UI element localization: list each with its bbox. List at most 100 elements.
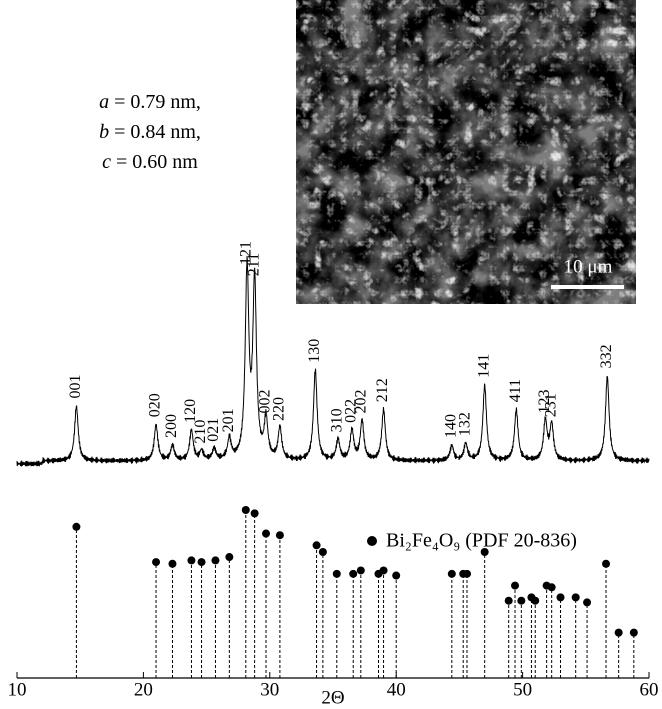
reference-stick	[187, 556, 195, 678]
reference-stick	[531, 597, 539, 678]
legend-label: Bi₂Fe₄O₉ (PDF 20-836)	[386, 530, 577, 552]
xrd-peak	[116, 424, 164, 464]
peak-label: 141	[475, 354, 492, 378]
xrd-peak	[196, 449, 207, 459]
x-tick-label: 10	[8, 679, 27, 700]
reference-stick	[313, 541, 321, 678]
stick-dot	[349, 570, 357, 578]
xrd-peak	[238, 256, 251, 446]
peak-label: 001	[67, 374, 84, 398]
reference-stick	[630, 629, 638, 678]
stick-dot	[276, 531, 284, 539]
reference-stick	[72, 523, 80, 678]
stick-dot	[583, 598, 591, 606]
reference-stick	[198, 558, 206, 678]
x-tick-label: 60	[640, 679, 659, 700]
xrd-peak	[357, 418, 373, 459]
peak-label: 202	[353, 390, 370, 414]
peak-label: 200	[163, 414, 180, 438]
reference-stick	[543, 582, 551, 678]
lattice-symbol: c	[102, 151, 111, 173]
x-tick-label: 40	[387, 679, 406, 700]
reference-stick	[333, 570, 341, 678]
reference-stick	[251, 509, 259, 678]
reference-stick	[448, 570, 456, 678]
reference-stick	[511, 582, 519, 678]
xrd-peak	[327, 437, 345, 460]
reference-stick	[225, 553, 233, 678]
xrd-peak	[222, 433, 238, 456]
stick-dot	[548, 583, 556, 591]
sem-inset: 10 μm	[296, 0, 636, 304]
peak-label: 332	[598, 344, 615, 368]
stick-dot	[615, 629, 623, 637]
stick-dot	[463, 570, 471, 578]
stick-dot	[72, 523, 80, 531]
stick-dot	[262, 530, 270, 538]
lattice-value: = 0.84 nm,	[109, 121, 201, 143]
reference-stick	[557, 593, 565, 678]
reference-stick	[459, 570, 467, 678]
chart: 10 μm a = 0.79 nm, b = 0.84 nm, c = 0.60…	[0, 0, 662, 709]
xrd-peak	[579, 376, 649, 464]
reference-stick	[463, 570, 471, 678]
stick-dot	[211, 556, 219, 564]
xrd-peak	[418, 444, 459, 464]
reference-stick	[242, 506, 250, 678]
reference-stick	[349, 570, 357, 678]
lattice-symbol: a	[99, 91, 109, 113]
lattice-value: = 0.60 nm	[111, 151, 198, 173]
stick-dot	[557, 593, 565, 601]
peak-label: 231	[542, 393, 559, 417]
stick-dot	[357, 566, 365, 574]
stick-dot	[531, 597, 539, 605]
stick-dot	[505, 597, 513, 605]
peak-label: 212	[374, 378, 391, 402]
stick-dot	[187, 556, 195, 564]
xrd-peak	[164, 443, 182, 461]
reference-stick	[276, 531, 284, 678]
peak-label: 020	[147, 393, 164, 417]
lattice-value: = 0.79 nm,	[109, 91, 201, 113]
peak-label: 411	[507, 379, 524, 402]
reference-stick	[602, 560, 610, 678]
reference-stick	[548, 583, 556, 678]
peak-label: 130	[306, 339, 323, 363]
reference-stick	[392, 572, 400, 678]
x-tick-label: 30	[260, 679, 279, 700]
xrd-peak	[475, 384, 500, 462]
x-axis-label: 2Θ	[321, 687, 344, 708]
x-tick-label: 20	[134, 679, 153, 700]
xrd-peak	[500, 407, 530, 461]
xrd-peak	[345, 427, 357, 457]
stick-dot	[448, 570, 456, 578]
xrd-peak	[531, 417, 549, 461]
lattice-c: c = 0.60 nm	[102, 151, 198, 173]
reference-stick	[517, 597, 525, 678]
reference-stick	[615, 629, 623, 678]
stick-dot	[517, 597, 525, 605]
reference-stick	[375, 570, 383, 678]
stick-dot	[319, 548, 327, 556]
reference-stick	[481, 548, 489, 678]
xrd-peak	[298, 369, 327, 461]
stick-dot	[333, 570, 341, 578]
peak-label: 132	[456, 412, 473, 436]
peak-label: 211	[245, 253, 262, 276]
stick-dot	[313, 541, 321, 549]
legend-marker	[367, 536, 377, 546]
peak-label: 120	[182, 399, 199, 423]
stick-dot	[242, 506, 250, 514]
stick-dot	[572, 593, 580, 601]
xrd-peak	[17, 406, 116, 467]
x-tick-label: 50	[513, 679, 532, 700]
stick-dot	[198, 558, 206, 566]
peak-label: 220	[271, 397, 288, 421]
stick-dot	[168, 560, 176, 568]
stick-dot	[380, 566, 388, 574]
reference-stick	[319, 548, 327, 678]
reference-stick	[168, 560, 176, 678]
scale-bar-label: 10 μm	[564, 256, 613, 277]
reference-stick	[262, 530, 270, 678]
reference-stick	[527, 593, 535, 678]
